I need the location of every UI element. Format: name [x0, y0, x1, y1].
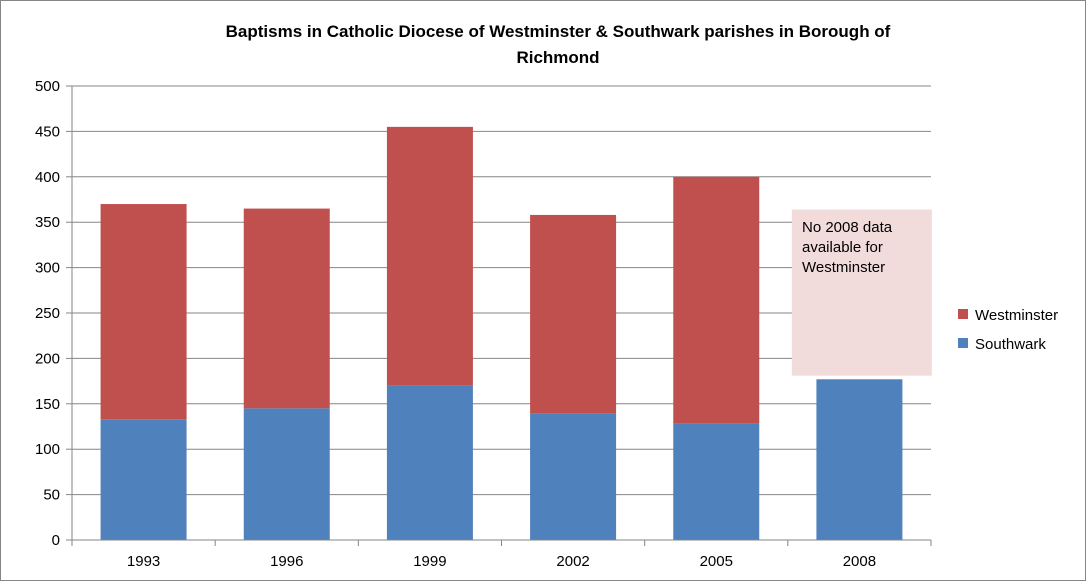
x-tick-label: 2005 [700, 553, 733, 570]
bars [100, 126, 903, 540]
y-tick-label: 100 [35, 441, 60, 458]
x-tick-label: 2002 [556, 553, 589, 570]
legend-label-westminster: Westminster [975, 307, 1058, 324]
bar-southwark-2008 [816, 379, 903, 540]
bar-westminster-2005 [673, 176, 760, 424]
bar-southwark-1996 [243, 408, 330, 540]
y-tick-label: 0 [52, 532, 60, 549]
x-tick-label: 1999 [413, 553, 446, 570]
bar-westminster-2002 [530, 214, 617, 414]
annotation-line-3: Westminster [802, 259, 885, 276]
legend: Westminster Southwark [958, 307, 1058, 353]
x-tick-label: 2008 [843, 553, 876, 570]
x-tick-label: 1993 [127, 553, 160, 570]
y-tick-label: 150 [35, 396, 60, 413]
annotation-box: No 2008 data available for Westminster [791, 209, 932, 376]
y-tick-label: 300 [35, 260, 60, 277]
y-tick-label: 500 [35, 78, 60, 95]
chart-title-line-2: Richmond [516, 48, 599, 67]
bar-southwark-2002 [530, 413, 617, 540]
legend-label-southwark: Southwark [975, 336, 1046, 353]
chart-title-line-1: Baptisms in Catholic Diocese of Westmins… [226, 22, 891, 41]
annotation-line-2: available for [802, 239, 883, 256]
annotation-line-1: No 2008 data [802, 219, 893, 236]
y-tick-label: 400 [35, 169, 60, 186]
y-tick-label: 250 [35, 305, 60, 322]
bar-southwark-1993 [100, 419, 187, 540]
x-tick-label: 1996 [270, 553, 303, 570]
bar-southwark-2005 [673, 423, 760, 540]
y-tick-label: 450 [35, 123, 60, 140]
gridlines [72, 85, 931, 496]
y-tick-label: 50 [43, 487, 60, 504]
y-tick-label: 350 [35, 214, 60, 231]
bar-westminster-1996 [243, 208, 330, 409]
bar-southwark-1999 [386, 385, 473, 540]
legend-swatch-westminster [958, 309, 968, 319]
y-tick-label: 200 [35, 350, 60, 367]
axes: 0 50 100 150 200 250 300 350 400 450 500 1993 1996 19… [35, 78, 932, 570]
bar-westminster-1993 [100, 204, 187, 420]
bar-westminster-1999 [386, 126, 473, 386]
annotation-background [791, 209, 932, 376]
legend-swatch-southwark [958, 338, 968, 348]
